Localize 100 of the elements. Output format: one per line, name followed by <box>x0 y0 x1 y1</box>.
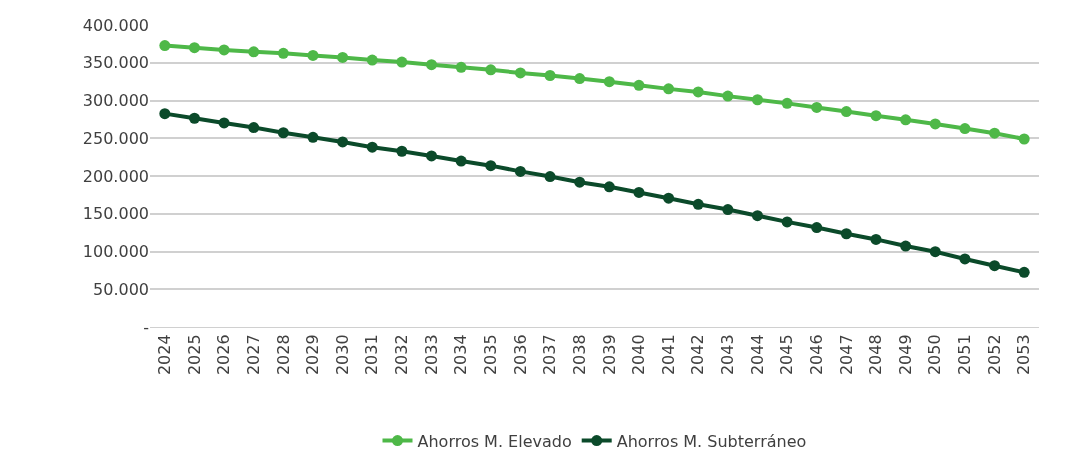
point <box>870 110 882 122</box>
point <box>692 86 704 98</box>
point <box>781 216 793 228</box>
x-tick-label: 2048 <box>866 334 886 376</box>
point <box>544 171 556 183</box>
point <box>574 73 586 85</box>
point <box>396 56 408 68</box>
legend-label: Ahorros M. Elevado <box>417 431 572 451</box>
y-tick-label: 300.000 <box>82 91 149 111</box>
point <box>840 228 852 240</box>
point <box>603 181 615 193</box>
point <box>900 240 912 252</box>
x-tick-label: 2053 <box>1014 334 1034 376</box>
point <box>989 260 1001 272</box>
x-tick-label: 2045 <box>777 334 797 376</box>
x-tick-label: 2040 <box>629 334 649 376</box>
point <box>633 186 645 198</box>
x-tick-label: 2049 <box>895 334 915 376</box>
point <box>277 127 289 139</box>
legend-label: Ahorros M. Subterráneo <box>616 431 807 451</box>
x-tick-label: 2033 <box>421 334 441 376</box>
point <box>218 117 230 129</box>
point <box>248 122 260 134</box>
y-tick-label: 50.000 <box>93 279 149 299</box>
point <box>426 150 438 162</box>
x-tick-label: 2043 <box>718 334 738 376</box>
x-tick-label: 2032 <box>392 334 412 376</box>
x-tick-label: 2034 <box>451 334 471 376</box>
point <box>900 114 912 126</box>
point <box>248 46 260 58</box>
point <box>366 54 378 66</box>
y-tick-label: 100.000 <box>82 242 149 262</box>
x-tick-label: 2050 <box>925 334 945 376</box>
point <box>633 79 645 91</box>
point <box>781 97 793 109</box>
point <box>929 246 941 258</box>
point <box>840 106 852 118</box>
x-tick-label: 2024 <box>155 334 175 376</box>
point <box>426 59 438 71</box>
point <box>811 222 823 234</box>
x-tick-label: 2046 <box>806 334 826 376</box>
point <box>1018 133 1030 145</box>
x-tick-label: 2029 <box>303 334 323 376</box>
y-tick-label: 350.000 <box>82 53 149 73</box>
point <box>574 176 586 188</box>
y-tick-label: 400.000 <box>82 15 149 35</box>
point <box>811 101 823 113</box>
x-tick-label: 2030 <box>332 334 352 376</box>
point <box>159 108 171 120</box>
point <box>663 83 675 95</box>
point <box>870 233 882 245</box>
y-tick-label: - <box>143 317 149 337</box>
point <box>751 210 763 222</box>
point <box>455 155 467 167</box>
y-tick-label: 250.000 <box>82 128 149 148</box>
x-tick-label: 2047 <box>836 334 856 376</box>
x-tick-label: 2026 <box>214 334 234 376</box>
point <box>751 94 763 106</box>
x-tick-label: 2044 <box>747 334 767 376</box>
x-tick-label: 2037 <box>540 334 560 376</box>
point <box>337 51 349 63</box>
point <box>485 160 497 172</box>
x-tick-label: 2031 <box>362 334 382 376</box>
point <box>307 131 319 143</box>
x-tick-label: 2042 <box>688 334 708 376</box>
point <box>485 64 497 76</box>
point <box>722 204 734 216</box>
point <box>514 165 526 177</box>
point <box>1018 266 1030 278</box>
point <box>188 42 200 54</box>
point <box>959 123 971 135</box>
x-tick-label: 2025 <box>184 334 204 376</box>
x-tick-label: 2041 <box>658 334 678 376</box>
x-tick-label: 2028 <box>273 334 293 376</box>
point <box>455 61 467 73</box>
point <box>959 253 971 265</box>
point <box>663 192 675 204</box>
point <box>337 136 349 148</box>
point <box>218 44 230 56</box>
x-tick-label: 2051 <box>955 334 975 376</box>
x-tick-label: 2035 <box>480 334 500 376</box>
point <box>989 127 1001 139</box>
point <box>603 76 615 88</box>
x-tick-label: 2038 <box>569 334 589 376</box>
y-tick-label: 200.000 <box>82 166 149 186</box>
x-tick-label: 2027 <box>243 334 263 376</box>
point <box>929 118 941 130</box>
point <box>722 90 734 102</box>
point <box>544 70 556 82</box>
point <box>692 198 704 210</box>
x-tick-label: 2036 <box>510 334 530 376</box>
point <box>188 112 200 124</box>
point <box>277 47 289 59</box>
y-tick-label: 150.000 <box>82 204 149 224</box>
point <box>514 67 526 79</box>
x-tick-label: 2052 <box>984 334 1004 376</box>
point <box>159 40 171 52</box>
point <box>307 49 319 61</box>
point <box>366 141 378 153</box>
x-tick-label: 2039 <box>599 334 619 376</box>
